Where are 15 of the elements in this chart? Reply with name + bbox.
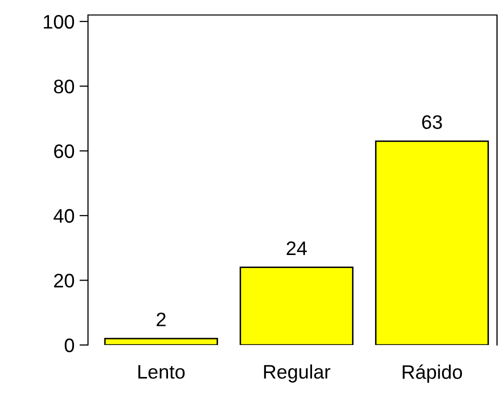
bar — [240, 266, 354, 345]
data-label: 63 — [422, 115, 442, 129]
y-tick-label: 100 — [44, 14, 74, 29]
y-tick-label: 80 — [54, 80, 74, 94]
x-tick-label: Lento — [138, 365, 185, 379]
x-tick-label: Regular — [264, 364, 330, 383]
data-label: 2 — [156, 312, 166, 326]
bar — [104, 338, 218, 345]
y-tick-label: 0 — [64, 338, 74, 352]
bar — [375, 140, 489, 345]
y-tick-label: 40 — [54, 209, 74, 223]
y-tick-label: 20 — [54, 274, 74, 288]
data-label: 24 — [286, 241, 307, 255]
x-tick-label: Rápido — [402, 364, 462, 383]
y-tick-label: 60 — [54, 144, 74, 158]
